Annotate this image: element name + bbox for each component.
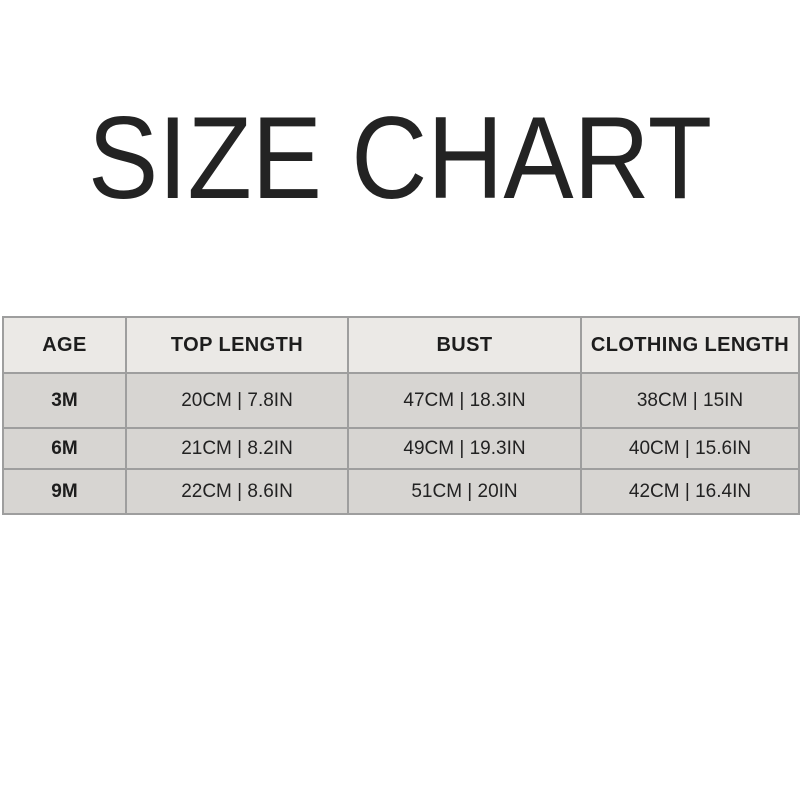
- cell-bust: 49CM | 19.3IN: [347, 427, 582, 470]
- cell-age: 3M: [2, 372, 127, 429]
- table-header-row: AGE TOP LENGTH BUST CLOTHING LENGTH: [2, 316, 800, 374]
- cell-top-length: 22CM | 8.6IN: [125, 468, 349, 515]
- col-header-age: AGE: [2, 316, 127, 374]
- table-row-6m: 6M 21CM | 8.2IN 49CM | 19.3IN 40CM | 15.…: [2, 427, 800, 470]
- cell-age: 9M: [2, 468, 127, 515]
- cell-bust: 47CM | 18.3IN: [347, 372, 582, 429]
- col-header-clothing-length: CLOTHING LENGTH: [580, 316, 800, 374]
- cell-age: 6M: [2, 427, 127, 470]
- cell-top-length: 21CM | 8.2IN: [125, 427, 349, 470]
- cell-clothing-length: 40CM | 15.6IN: [580, 427, 800, 470]
- cell-bust: 51CM | 20IN: [347, 468, 582, 515]
- cell-clothing-length: 38CM | 15IN: [580, 372, 800, 429]
- cell-top-length: 20CM | 7.8IN: [125, 372, 349, 429]
- table-row-9m: 9M 22CM | 8.6IN 51CM | 20IN 42CM | 16.4I…: [2, 468, 800, 515]
- cell-clothing-length: 42CM | 16.4IN: [580, 468, 800, 515]
- col-header-bust: BUST: [347, 316, 582, 374]
- col-header-top-length: TOP LENGTH: [125, 316, 349, 374]
- page-title: SIZE CHART: [87, 92, 713, 223]
- size-chart-table: AGE TOP LENGTH BUST CLOTHING LENGTH 3M 2…: [2, 316, 800, 515]
- table-row-3m: 3M 20CM | 7.8IN 47CM | 18.3IN 38CM | 15I…: [2, 372, 800, 429]
